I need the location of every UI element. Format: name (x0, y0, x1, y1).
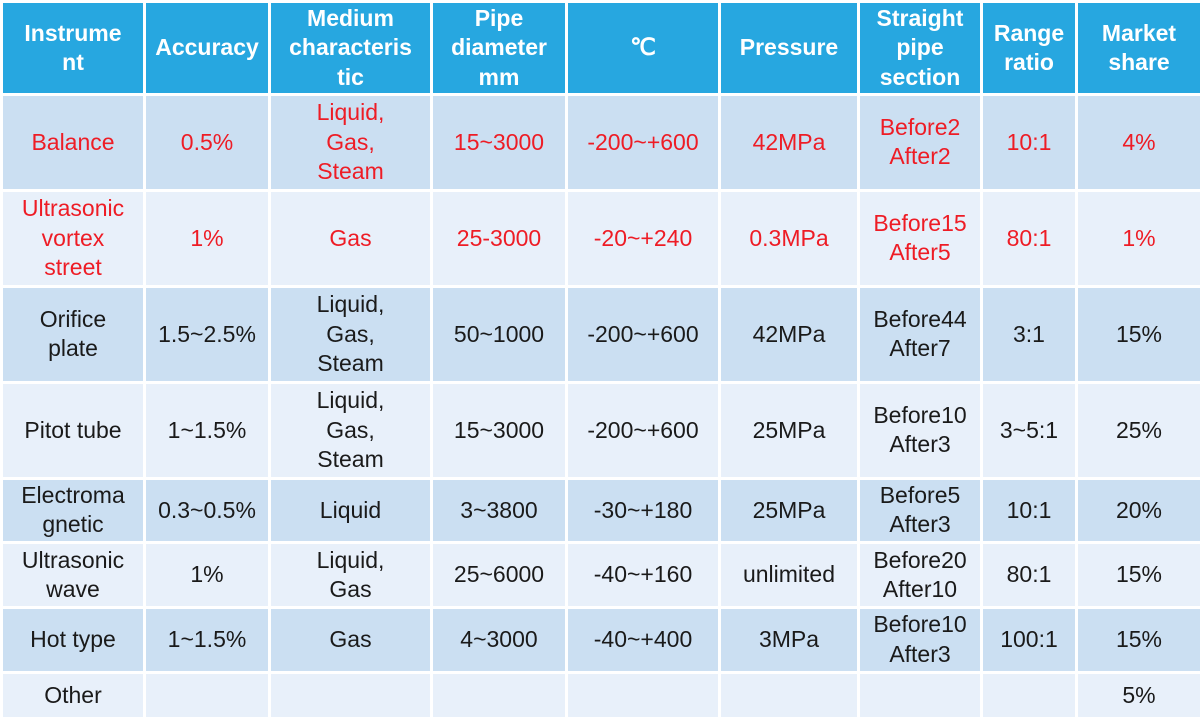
cell-temperature (565, 670, 721, 720)
cell-straight-pipe: Before10 After3 (857, 380, 983, 480)
cell-temperature: -40~+160 (565, 541, 721, 609)
cell-market-share: 25% (1075, 380, 1200, 480)
cell-pressure: 42MPa (718, 284, 860, 384)
cell-straight-pipe: Before20 After10 (857, 541, 983, 609)
cell-straight-pipe (857, 670, 983, 720)
cell-pressure: unlimited (718, 541, 860, 609)
cell-temperature: -20~+240 (565, 188, 721, 288)
column-header-pressure: Pressure (718, 0, 860, 96)
cell-instrument: Balance (0, 93, 146, 192)
cell-accuracy (143, 670, 271, 720)
table-row-other: Other 5% (0, 670, 1200, 720)
cell-range-ratio: 10:1 (980, 476, 1078, 545)
cell-pressure (718, 670, 860, 720)
cell-accuracy: 0.3~0.5% (143, 476, 271, 545)
cell-medium: Liquid, Gas, Steam (268, 93, 433, 192)
cell-accuracy: 1~1.5% (143, 380, 271, 480)
header-row: Instrume nt Accuracy Medium characteris … (0, 0, 1200, 96)
cell-pressure: 3MPa (718, 605, 860, 674)
cell-range-ratio (980, 670, 1078, 720)
cell-range-ratio: 80:1 (980, 541, 1078, 609)
cell-accuracy: 0.5% (143, 93, 271, 192)
cell-temperature: -200~+600 (565, 380, 721, 480)
cell-medium (268, 670, 433, 720)
cell-instrument: Electroma gnetic (0, 476, 146, 545)
cell-accuracy: 1% (143, 188, 271, 288)
cell-medium: Liquid (268, 476, 433, 545)
column-header-temperature: ℃ (565, 0, 721, 96)
cell-pipe-diameter: 15~3000 (430, 380, 568, 480)
cell-temperature: -40~+400 (565, 605, 721, 674)
table-row-orifice-plate: Orifice plate 1.5~2.5% Liquid, Gas, Stea… (0, 284, 1200, 384)
cell-market-share: 15% (1075, 541, 1200, 609)
cell-straight-pipe: Before2 After2 (857, 93, 983, 192)
cell-medium: Liquid, Gas, Steam (268, 380, 433, 480)
cell-temperature: -200~+600 (565, 284, 721, 384)
cell-pipe-diameter: 4~3000 (430, 605, 568, 674)
cell-range-ratio: 10:1 (980, 93, 1078, 192)
cell-pressure: 25MPa (718, 380, 860, 480)
cell-pipe-diameter: 50~1000 (430, 284, 568, 384)
cell-range-ratio: 3~5:1 (980, 380, 1078, 480)
table-row-electromagnetic: Electroma gnetic 0.3~0.5% Liquid 3~3800 … (0, 476, 1200, 545)
column-header-market-share: Market share (1075, 0, 1200, 96)
cell-market-share: 15% (1075, 284, 1200, 384)
cell-range-ratio: 3:1 (980, 284, 1078, 384)
cell-straight-pipe: Before15 After5 (857, 188, 983, 288)
cell-market-share: 4% (1075, 93, 1200, 192)
cell-accuracy: 1.5~2.5% (143, 284, 271, 384)
column-header-medium-characteristic: Medium characteris tic (268, 0, 433, 96)
cell-pipe-diameter: 3~3800 (430, 476, 568, 545)
cell-pressure: 25MPa (718, 476, 860, 545)
cell-straight-pipe: Before10 After3 (857, 605, 983, 674)
cell-straight-pipe: Before5 After3 (857, 476, 983, 545)
cell-pipe-diameter (430, 670, 568, 720)
cell-temperature: -30~+180 (565, 476, 721, 545)
table-row-ultrasonic-vortex-street: Ultrasonic vortex street 1% Gas 25-3000 … (0, 188, 1200, 288)
cell-pipe-diameter: 25~6000 (430, 541, 568, 609)
cell-market-share: 1% (1075, 188, 1200, 288)
cell-instrument: Ultrasonic vortex street (0, 188, 146, 288)
cell-temperature: -200~+600 (565, 93, 721, 192)
column-header-straight-pipe-section: Straight pipe section (857, 0, 983, 96)
column-header-accuracy: Accuracy (143, 0, 271, 96)
table-row-hot-type: Hot type 1~1.5% Gas 4~3000 -40~+400 3MPa… (0, 605, 1200, 674)
cell-market-share: 5% (1075, 670, 1200, 720)
cell-accuracy: 1% (143, 541, 271, 609)
cell-straight-pipe: Before44 After7 (857, 284, 983, 384)
cell-instrument: Hot type (0, 605, 146, 674)
column-header-range-ratio: Range ratio (980, 0, 1078, 96)
cell-range-ratio: 100:1 (980, 605, 1078, 674)
cell-instrument: Pitot tube (0, 380, 146, 480)
table-row-pitot-tube: Pitot tube 1~1.5% Liquid, Gas, Steam 15~… (0, 380, 1200, 480)
cell-medium: Gas (268, 188, 433, 288)
cell-market-share: 20% (1075, 476, 1200, 545)
cell-accuracy: 1~1.5% (143, 605, 271, 674)
table-row-balance: Balance 0.5% Liquid, Gas, Steam 15~3000 … (0, 93, 1200, 192)
cell-market-share: 15% (1075, 605, 1200, 674)
cell-medium: Gas (268, 605, 433, 674)
cell-medium: Liquid, Gas (268, 541, 433, 609)
cell-pipe-diameter: 15~3000 (430, 93, 568, 192)
cell-pressure: 42MPa (718, 93, 860, 192)
cell-range-ratio: 80:1 (980, 188, 1078, 288)
cell-instrument: Orifice plate (0, 284, 146, 384)
column-header-instrument: Instrume nt (0, 0, 146, 96)
cell-pressure: 0.3MPa (718, 188, 860, 288)
column-header-pipe-diameter: Pipe diameter mm (430, 0, 568, 96)
cell-medium: Liquid, Gas, Steam (268, 284, 433, 384)
table-row-ultrasonic-wave: Ultrasonic wave 1% Liquid, Gas 25~6000 -… (0, 541, 1200, 609)
cell-pipe-diameter: 25-3000 (430, 188, 568, 288)
cell-instrument: Ultrasonic wave (0, 541, 146, 609)
cell-instrument: Other (0, 670, 146, 720)
